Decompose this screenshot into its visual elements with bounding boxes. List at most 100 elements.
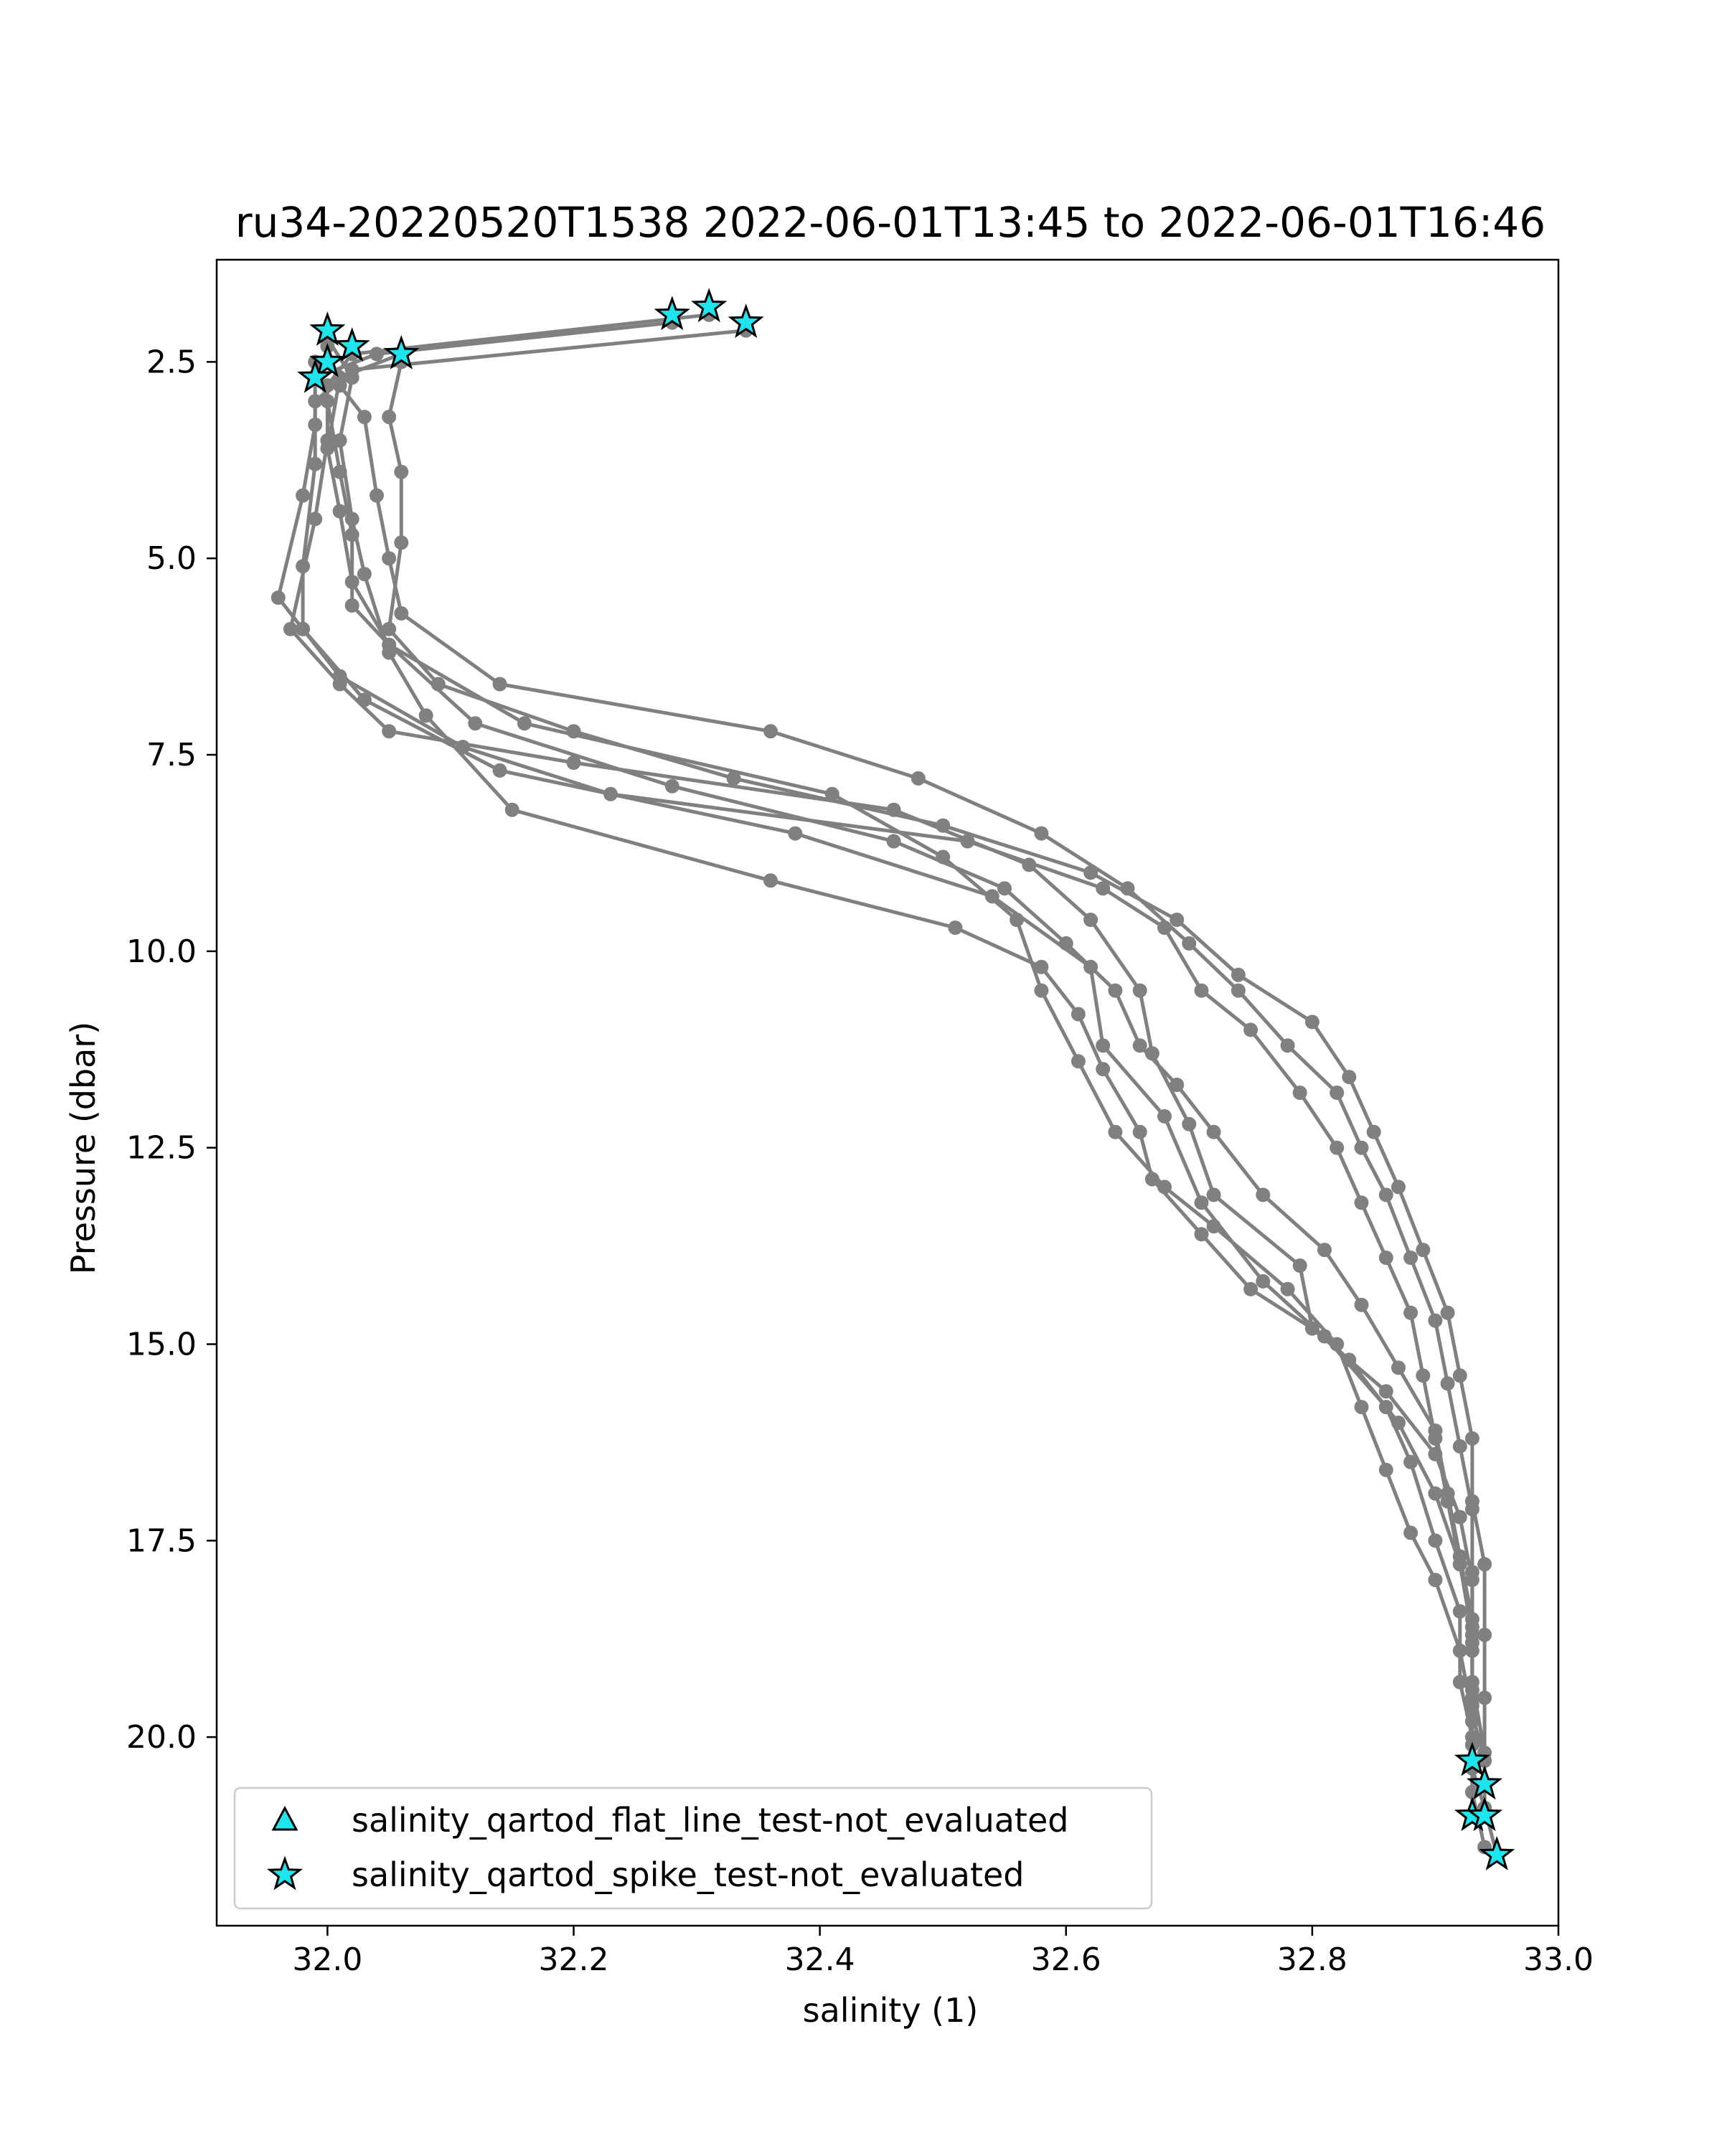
profile-point (1108, 983, 1123, 998)
profile-point (1403, 1251, 1418, 1265)
profile-point (296, 488, 311, 503)
profile-point (1452, 1675, 1467, 1690)
profile-point (332, 669, 347, 684)
profile-point (382, 410, 397, 425)
profile-point (1132, 1038, 1147, 1053)
profile-point (1428, 1533, 1443, 1548)
spike-flag-marker (1466, 1765, 1503, 1800)
profile-point (418, 708, 433, 723)
y-axis-label: Pressure (dbar) (64, 1022, 103, 1274)
profile-point (1317, 1329, 1332, 1344)
y-tick-label: 5.0 (146, 540, 197, 577)
profile-point (763, 873, 778, 888)
profile-point (1083, 913, 1098, 927)
profile-point (332, 504, 347, 519)
profile-point (1440, 1376, 1455, 1391)
spike-star-icon (266, 1855, 304, 1891)
profile-point (1157, 1108, 1172, 1124)
profile-point (1440, 1305, 1455, 1320)
legend-box (233, 1787, 1153, 1910)
profile-point (726, 771, 741, 786)
profile-point (1354, 1140, 1369, 1155)
profile-point (320, 394, 335, 409)
data-layer (270, 288, 1515, 1870)
profile-point (270, 590, 286, 605)
profile-5 (320, 331, 1479, 1823)
profile-point (382, 724, 397, 739)
profile-point (357, 410, 372, 425)
profile-point (1366, 1124, 1381, 1139)
profile-point (1170, 1078, 1185, 1092)
profile-point (1194, 1195, 1209, 1210)
spike-flag-marker (654, 296, 690, 331)
x-tick-label: 32.2 (539, 1941, 609, 1978)
profile-point (936, 818, 951, 833)
profile-point (1378, 1251, 1393, 1265)
profile-point (1378, 1400, 1393, 1415)
profile-point (492, 763, 507, 778)
spike-flag-marker (297, 358, 334, 393)
profile-point (1342, 1070, 1357, 1085)
profile-point (308, 456, 323, 471)
profile-point (357, 567, 372, 582)
spike-flag-marker (309, 311, 346, 346)
profile-point (763, 724, 778, 739)
profile-point (1391, 1360, 1406, 1375)
profile-point (1132, 1124, 1147, 1139)
profile-point (332, 464, 347, 479)
profile-point (1477, 1627, 1492, 1642)
profile-point (1292, 1086, 1307, 1100)
profile-point (824, 786, 839, 801)
profile-7 (320, 339, 1479, 1713)
profile-point (886, 834, 901, 849)
profile-point (344, 598, 359, 613)
profile-point (1256, 1187, 1271, 1202)
profile-point (382, 551, 397, 566)
profile-point (1354, 1400, 1369, 1415)
y-tick-label: 2.5 (146, 344, 197, 380)
profile-point (1403, 1525, 1418, 1540)
profile-point (603, 786, 618, 801)
profile-point (1058, 936, 1073, 951)
profile-point (308, 394, 323, 409)
profile-point (1403, 1305, 1418, 1320)
profile-point (1034, 959, 1049, 974)
spike-flag-marker (383, 334, 420, 369)
x-tick-label: 32.4 (785, 1941, 855, 1978)
profile-point (1231, 967, 1246, 982)
profile-point (296, 621, 311, 636)
profile-point (1378, 1384, 1393, 1399)
spike-flag-marker (334, 327, 370, 362)
profile-point (1182, 1116, 1197, 1131)
profile-point (1317, 1243, 1332, 1258)
profile-point (382, 621, 397, 636)
profile-point (344, 370, 359, 385)
profile-point (468, 716, 483, 731)
profile-point (1071, 1007, 1086, 1022)
profile-point (344, 527, 359, 542)
profile-point (1170, 913, 1185, 927)
profile-point (296, 559, 311, 574)
y-tick-label: 20.0 (126, 1719, 197, 1756)
profile-point (394, 464, 409, 479)
profile-point (1403, 1454, 1418, 1469)
profile-point (1452, 1604, 1467, 1619)
y-tick-label: 17.5 (126, 1522, 197, 1559)
profile-point (1071, 1054, 1086, 1069)
profile-point (911, 771, 926, 786)
profile-8 (382, 354, 1492, 1768)
profile-point (1452, 1510, 1467, 1525)
profile-point (1206, 1219, 1221, 1234)
profile-point (517, 716, 532, 731)
axes-layer: 32.0 32.2 32.4 32.6 32.8 33.0 2.5 5.0 7.5 10.0 12.… (126, 258, 1594, 1978)
profile-point (566, 724, 581, 739)
legend: salinity_qartod_flat_line_test-not_evalu… (233, 1787, 1153, 1910)
spike-flag-marker (728, 303, 764, 338)
profile-point (664, 778, 679, 794)
y-tick-label: 15.0 (126, 1326, 197, 1362)
profile-point (370, 488, 384, 503)
x-tick-label: 32.0 (292, 1941, 362, 1978)
profile-point (1231, 983, 1246, 998)
profile-point (1280, 1038, 1295, 1053)
profile-point (1391, 1180, 1406, 1195)
